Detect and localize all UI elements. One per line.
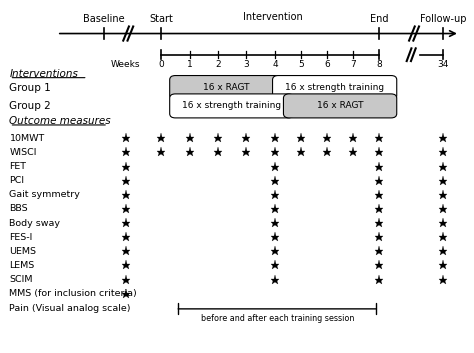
Text: 6: 6 <box>324 60 330 69</box>
Text: 7: 7 <box>350 60 356 69</box>
Text: Interventions: Interventions <box>9 69 78 79</box>
Text: Gait symmetry: Gait symmetry <box>9 190 81 199</box>
Text: 8: 8 <box>376 60 382 69</box>
Text: Group 1: Group 1 <box>9 83 51 92</box>
Text: Baseline: Baseline <box>83 14 125 24</box>
Text: Intervention: Intervention <box>243 12 302 22</box>
Text: 4: 4 <box>272 60 278 69</box>
FancyBboxPatch shape <box>283 94 397 118</box>
Text: PCI: PCI <box>9 176 25 185</box>
Text: 34: 34 <box>438 60 449 69</box>
Text: End: End <box>370 14 389 24</box>
Text: Follow-up: Follow-up <box>420 14 466 24</box>
Text: SCIM: SCIM <box>9 275 33 284</box>
Text: WISCI: WISCI <box>9 148 37 157</box>
Text: 5: 5 <box>298 60 304 69</box>
Text: before and after each training session: before and after each training session <box>201 314 354 323</box>
FancyBboxPatch shape <box>170 76 283 100</box>
Text: Group 2: Group 2 <box>9 101 51 111</box>
Text: FET: FET <box>9 162 27 171</box>
Text: Body sway: Body sway <box>9 219 61 228</box>
Text: 16 x RAGT: 16 x RAGT <box>203 83 250 92</box>
Text: LEMS: LEMS <box>9 261 35 270</box>
FancyBboxPatch shape <box>273 76 397 100</box>
Text: 3: 3 <box>244 60 249 69</box>
Text: BBS: BBS <box>9 204 28 214</box>
Text: Outcome measures: Outcome measures <box>9 116 111 126</box>
Text: 16 x RAGT: 16 x RAGT <box>317 101 364 110</box>
Text: Pain (Visual analog scale): Pain (Visual analog scale) <box>9 304 131 313</box>
Text: 1: 1 <box>187 60 192 69</box>
FancyBboxPatch shape <box>170 94 294 118</box>
Text: 16 x strength training: 16 x strength training <box>182 101 282 110</box>
Text: 10MWT: 10MWT <box>9 134 45 143</box>
Text: FES-I: FES-I <box>9 233 33 242</box>
Text: Start: Start <box>149 14 173 24</box>
Text: 0: 0 <box>158 60 164 69</box>
Text: 2: 2 <box>215 60 221 69</box>
Text: MMS (for inclusion criteria): MMS (for inclusion criteria) <box>9 289 137 298</box>
Text: UEMS: UEMS <box>9 247 36 256</box>
Text: 16 x strength training: 16 x strength training <box>285 83 384 92</box>
Text: Weeks: Weeks <box>110 60 140 69</box>
